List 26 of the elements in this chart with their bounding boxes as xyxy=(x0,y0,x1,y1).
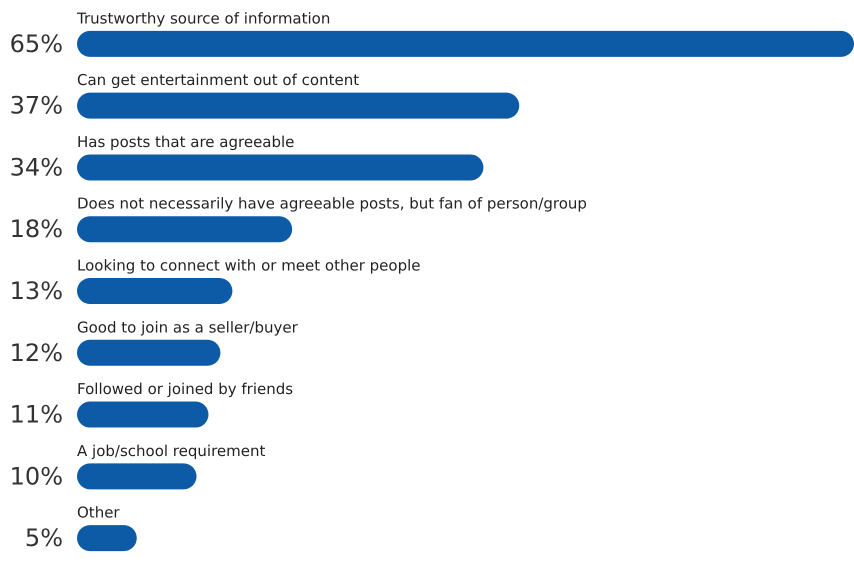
data-label: 12% xyxy=(10,338,63,367)
y-tick-label: A job/school requirement xyxy=(77,442,266,460)
data-label: 34% xyxy=(10,153,63,182)
y-tick-label: Trustworthy source of information xyxy=(76,9,330,28)
bar xyxy=(77,402,208,428)
y-tick-label: Other xyxy=(77,504,120,522)
bar xyxy=(77,216,292,242)
data-label: 5% xyxy=(24,524,63,552)
data-label: 13% xyxy=(10,277,63,305)
y-tick-label: Does not necessarily have agreeable posts, but fan of person/group xyxy=(77,194,587,213)
bar xyxy=(77,30,854,57)
y-tick-label: Good to join as a seller/buyer xyxy=(77,318,299,336)
data-label: 11% xyxy=(10,400,63,429)
bar xyxy=(77,92,520,119)
bar xyxy=(77,340,220,366)
bar xyxy=(77,154,484,180)
y-tick-label: Followed or joined by friends xyxy=(77,380,294,398)
data-label: 37% xyxy=(10,92,63,120)
data-label: 18% xyxy=(10,215,63,244)
bar xyxy=(77,463,197,490)
data-label: 10% xyxy=(10,462,63,490)
y-tick-label: Can get entertainment out of content xyxy=(77,71,360,90)
bar xyxy=(77,278,232,304)
y-tick-label: Has posts that are agreeable xyxy=(77,132,294,151)
data-label: 65% xyxy=(10,30,63,58)
y-tick-label: Looking to connect with or meet other people xyxy=(77,256,420,274)
